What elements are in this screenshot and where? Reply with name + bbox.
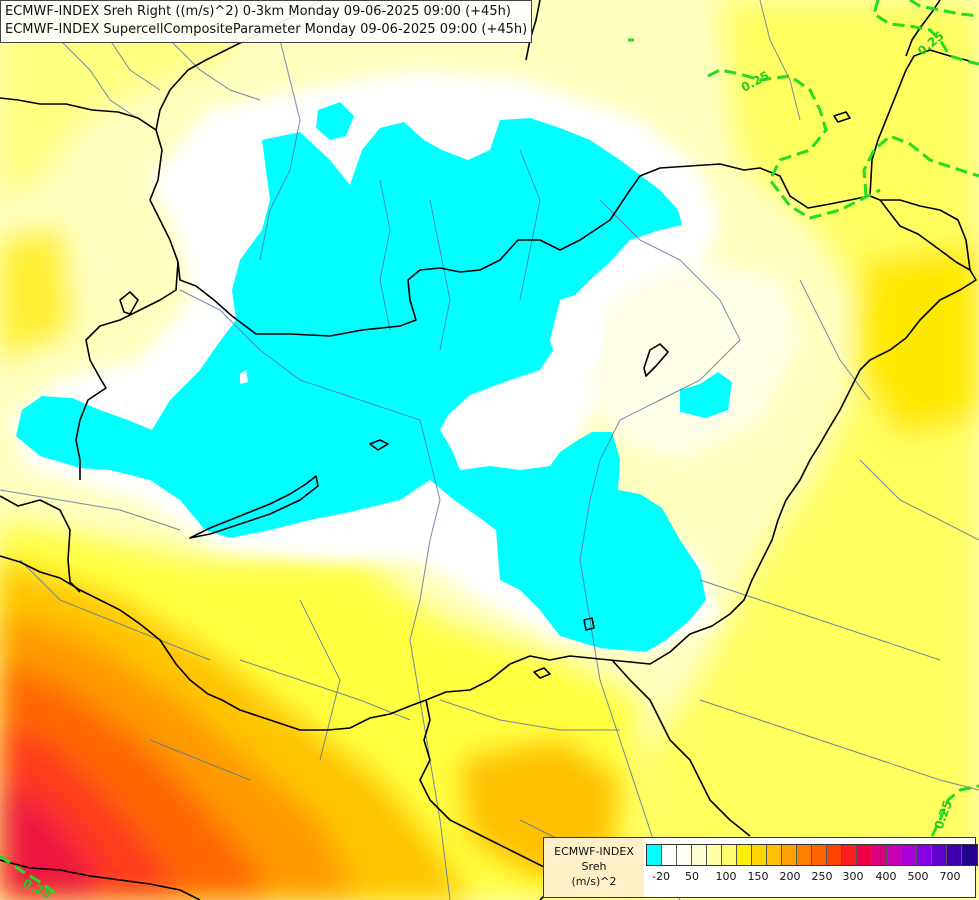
legend-caption-line: (m/s)^2 bbox=[571, 875, 617, 888]
legend-tick-label: 700 bbox=[939, 870, 961, 883]
legend-swatch bbox=[647, 845, 662, 865]
border-north-top bbox=[525, 0, 541, 61]
contour-northeast-2 bbox=[862, 134, 979, 197]
legend-tick-label: 150 bbox=[747, 870, 769, 883]
white-gap bbox=[550, 290, 604, 380]
contour-bottom-left bbox=[0, 854, 57, 896]
border-east-edge bbox=[880, 199, 971, 271]
legend-caption-line: Sreh bbox=[581, 860, 607, 873]
legend-swatch bbox=[827, 845, 842, 865]
map-title-line: ECMWF-INDEX Sreh Right ((m/s)^2) 0-3km M… bbox=[5, 4, 511, 19]
legend-swatch bbox=[842, 845, 857, 865]
lake-small-2 bbox=[119, 291, 139, 315]
border-sw bbox=[0, 859, 201, 900]
legend-swatch bbox=[662, 845, 677, 865]
legend-tick-label: 250 bbox=[811, 870, 833, 883]
legend-tick-label: 500 bbox=[907, 870, 929, 883]
legend-swatch bbox=[722, 845, 737, 865]
legend-swatch bbox=[962, 845, 977, 865]
contour-northeast bbox=[707, 68, 881, 220]
legend-swatch bbox=[752, 845, 767, 865]
map-title-box: ECMWF-INDEX Sreh Right ((m/s)^2) 0-3km M… bbox=[0, 0, 533, 43]
border-west bbox=[0, 495, 81, 593]
border-north bbox=[0, 97, 871, 337]
legend-tick-label: 100 bbox=[715, 870, 737, 883]
legend-swatch bbox=[947, 845, 962, 865]
legend-swatch bbox=[932, 845, 947, 865]
cyan-region-north-blob bbox=[316, 102, 354, 140]
legend-swatch bbox=[677, 845, 692, 865]
contour-top-right bbox=[872, 0, 979, 66]
contour-bottom-right bbox=[930, 784, 979, 837]
legend-swatch bbox=[737, 845, 752, 865]
legend-swatches bbox=[646, 844, 978, 866]
legend-swatch bbox=[782, 845, 797, 865]
lake-small-3 bbox=[833, 111, 851, 123]
legend-ticks: -20 50 100 150 200 250 300 400 500 700 bbox=[646, 870, 976, 886]
sreh-field-cyan bbox=[16, 102, 732, 652]
color-legend: ECMWF-INDEX Sreh (m/s)^2 -20 50 100 150 … bbox=[543, 837, 978, 898]
legend-swatch bbox=[767, 845, 782, 865]
legend-swatch bbox=[887, 845, 902, 865]
legend-swatch bbox=[812, 845, 827, 865]
contour-top-right-2 bbox=[909, 0, 979, 18]
lake-small-5 bbox=[583, 617, 595, 631]
legend-swatch bbox=[872, 845, 887, 865]
legend-tick-label: 400 bbox=[875, 870, 897, 883]
legend-swatch bbox=[857, 845, 872, 865]
legend-tick-label: -20 bbox=[652, 870, 670, 883]
cyan-region-main bbox=[16, 118, 706, 652]
lake-small bbox=[369, 439, 389, 451]
legend-tick-label: 300 bbox=[842, 870, 864, 883]
white-hole-cyan bbox=[240, 370, 248, 384]
legend-tick-label: 50 bbox=[685, 870, 699, 883]
legend-swatch bbox=[917, 845, 932, 865]
lake-danube-island bbox=[643, 343, 669, 377]
cyan-region-east-blob bbox=[680, 372, 732, 418]
legend-swatch bbox=[797, 845, 812, 865]
border-west-pocket bbox=[75, 261, 179, 480]
legend-swatch bbox=[692, 845, 707, 865]
legend-caption: ECMWF-INDEX Sreh (m/s)^2 bbox=[544, 838, 644, 897]
legend-swatch bbox=[902, 845, 917, 865]
border-east bbox=[0, 195, 977, 731]
lake-small-4 bbox=[533, 667, 551, 679]
legend-caption-line: ECMWF-INDEX bbox=[554, 845, 634, 858]
lake-balaton bbox=[189, 475, 319, 539]
map-title-line: ECMWF-INDEX SupercellCompositeParameter … bbox=[5, 22, 528, 37]
legend-swatch bbox=[707, 845, 722, 865]
border-south-east bbox=[611, 659, 751, 837]
legend-tick-label: 200 bbox=[779, 870, 801, 883]
